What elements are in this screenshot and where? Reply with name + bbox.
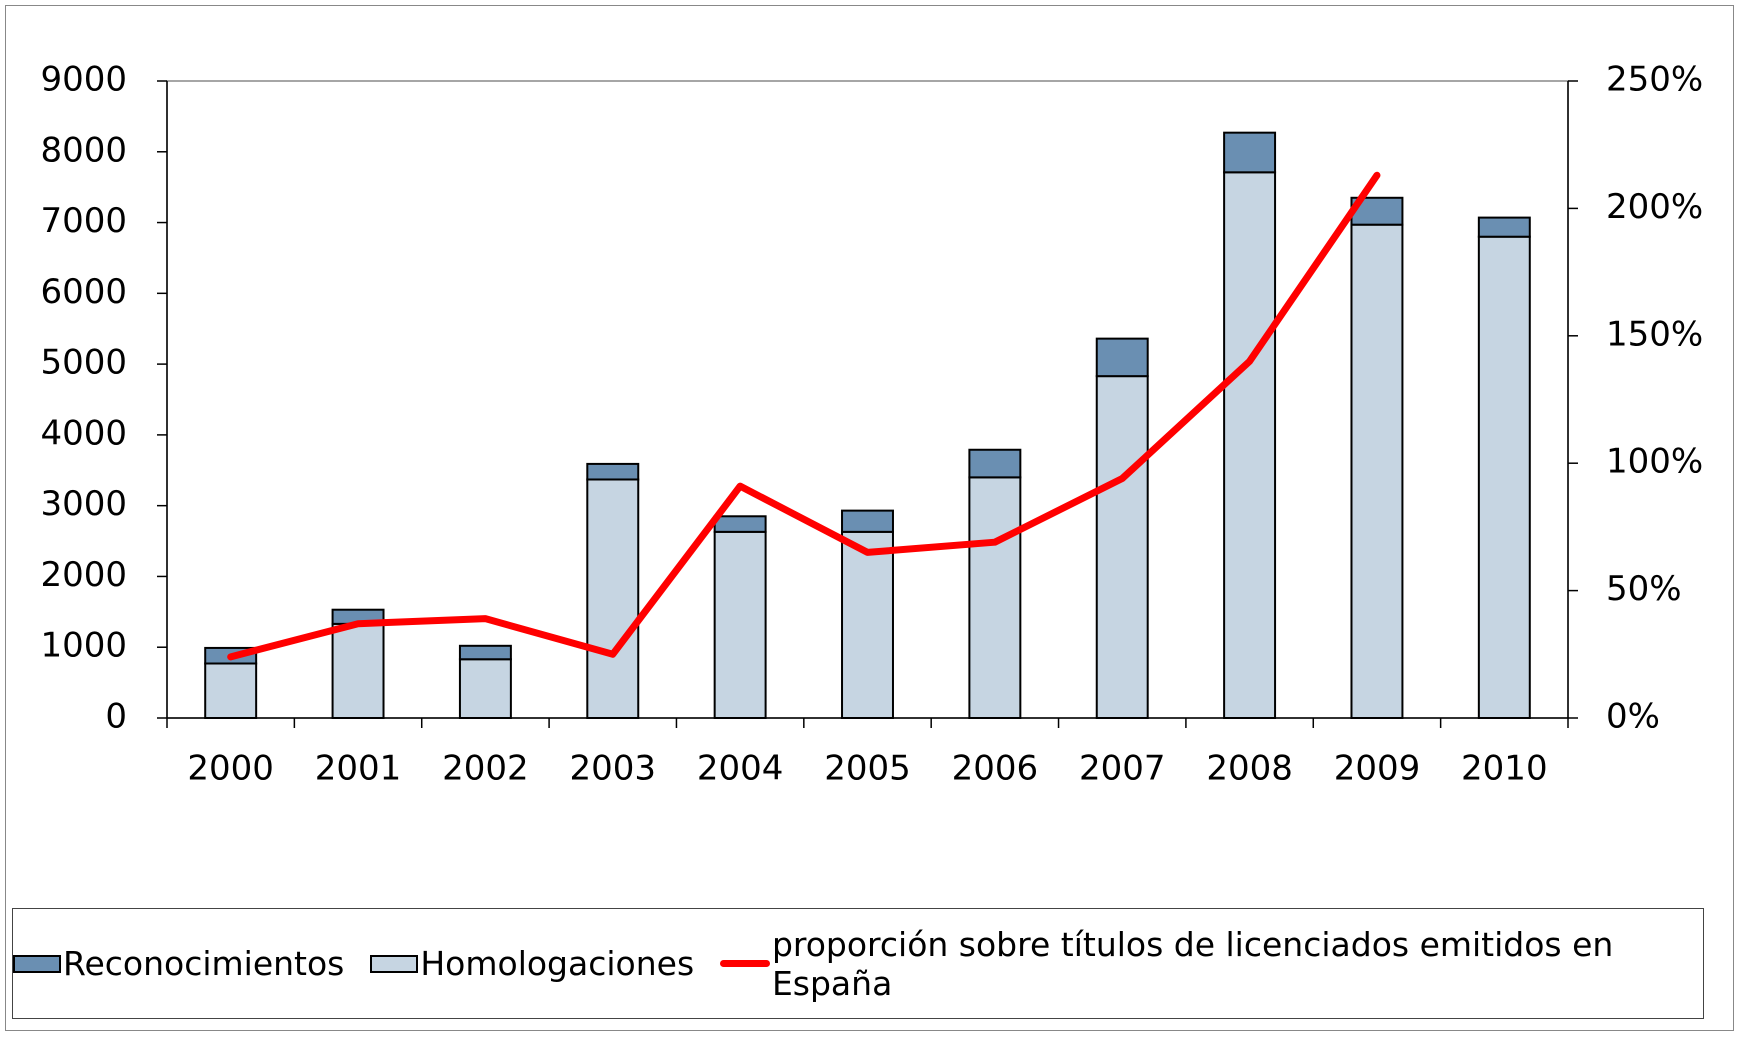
y2-tick-label: 50%: [1606, 569, 1682, 609]
y-tick-label: 9000: [40, 60, 127, 100]
y-tick-label: 4000: [40, 413, 127, 453]
x-tick-label: 2008: [1206, 749, 1293, 789]
bar: [1350, 223, 1404, 719]
x-tick-label: 2001: [315, 749, 402, 789]
legend-swatch: [370, 954, 419, 973]
y-tick-label: 0: [105, 697, 127, 737]
bar: [1223, 171, 1277, 719]
bar: [1095, 337, 1149, 378]
y2-tick-label: 100%: [1606, 442, 1703, 482]
chart-frame: [5, 5, 1734, 1031]
bar: [458, 658, 512, 720]
x-tick-label: 2000: [187, 749, 274, 789]
line: [227, 171, 1381, 661]
y-tick-label: 5000: [40, 343, 127, 383]
y-tick-label: 7000: [40, 201, 127, 241]
legend-item: Reconocimientos: [13, 944, 344, 983]
bar: [586, 462, 640, 481]
y-tick-label: 1000: [40, 626, 127, 666]
x-tick-label: 2005: [824, 749, 911, 789]
y2-tick-label: 250%: [1606, 60, 1703, 100]
bar: [204, 662, 258, 719]
x-tick-label: 2010: [1461, 749, 1548, 789]
y2-tick-label: 0%: [1606, 697, 1660, 737]
x-tick-label: 2003: [570, 749, 657, 789]
x-tick-label: 2004: [697, 749, 784, 789]
y-tick-label: 3000: [40, 484, 127, 524]
y2-tick-label: 150%: [1606, 314, 1703, 354]
bar: [331, 622, 385, 719]
legend-swatch: [720, 960, 770, 967]
legend-label: Reconocimientos: [63, 944, 345, 983]
bar: [1095, 375, 1149, 719]
y-tick-label: 6000: [40, 272, 127, 312]
bar: [458, 644, 512, 661]
x-tick-label: 2006: [952, 749, 1039, 789]
y-tick-label: 2000: [40, 555, 127, 595]
x-tick-label: 2009: [1334, 749, 1421, 789]
bar: [968, 476, 1022, 719]
bar: [841, 530, 894, 719]
bar: [586, 478, 640, 719]
x-tick-label: 2007: [1079, 749, 1166, 789]
bar: [713, 530, 767, 719]
legend-item: Homologaciones: [370, 944, 694, 983]
bar: [841, 509, 894, 533]
legend-swatch: [13, 954, 61, 973]
legend-item: proporción sobre títulos de licenciados …: [720, 925, 1703, 1003]
bar: [713, 515, 767, 533]
bar: [1477, 235, 1531, 719]
y-tick-label: 8000: [40, 130, 127, 170]
x-tick-label: 2002: [442, 749, 529, 789]
bar: [1223, 131, 1277, 174]
y2-tick-label: 200%: [1606, 187, 1703, 227]
legend-label: Homologaciones: [420, 944, 695, 983]
bar: [1477, 216, 1531, 238]
bar: [968, 448, 1022, 479]
legend-label: proporción sobre títulos de licenciados …: [771, 924, 1614, 1003]
legend: Reconocimientos Homologaciones proporción …: [12, 908, 1704, 1019]
